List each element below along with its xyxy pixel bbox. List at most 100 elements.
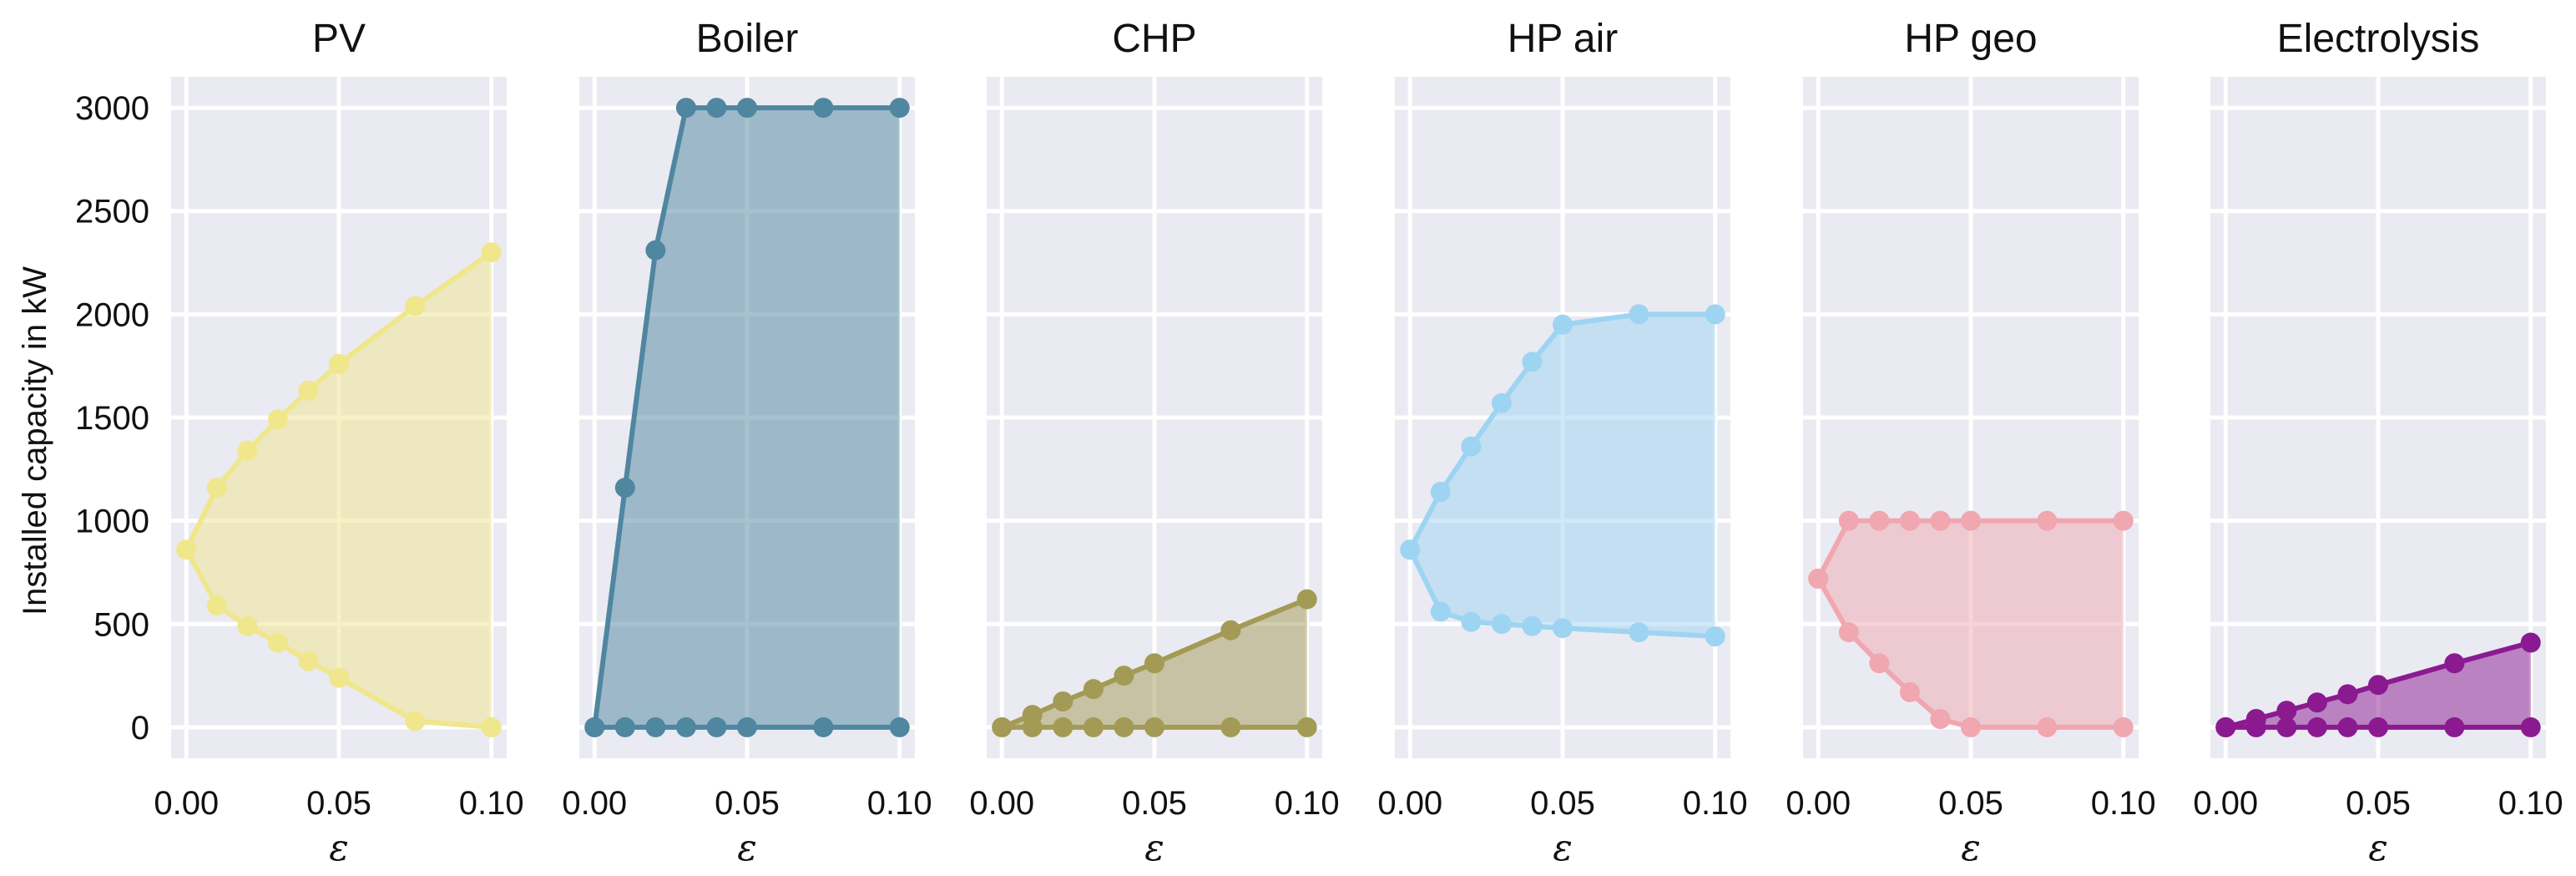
data-point-min [1400,539,1421,560]
data-point-min [889,716,910,737]
data-point-max [1491,392,1512,413]
data-point-min [1491,614,1512,635]
data-point-min [1083,716,1104,737]
data-point-min [481,716,502,737]
y-axis-label: Installed capacity in kW [17,266,53,615]
data-point-max [2037,510,2058,531]
data-point-min [1930,709,1951,730]
data-point-min [2368,716,2388,737]
x-tick-label: 0.00 [562,785,627,822]
data-point-min [1296,716,1317,737]
data-point-min [813,716,834,737]
y-tick-label: 0 [131,710,149,747]
data-point-min [1899,681,1920,702]
data-point-max [706,98,727,119]
data-point-min [2444,716,2465,737]
data-point-max [2306,692,2327,713]
data-point-min [206,595,227,616]
y-tick-label: 500 [93,606,149,643]
feasible-range-area [186,252,492,727]
data-point-max [329,353,349,374]
panel-title: PV [312,17,366,61]
data-point-max [405,296,426,316]
panel-title: Boiler [696,17,799,61]
data-point-min [267,632,288,653]
y-tick-label: 3000 [75,90,149,127]
data-point-max [1114,666,1134,686]
data-point-max [1430,482,1451,503]
x-axis-label: ε [329,827,349,869]
panel-pv: PV 0.00 0.05 0.10 ε 0 500 1000 1500 2000 2500 3000 [75,17,524,869]
data-point-max [267,409,288,430]
data-point-max [1083,679,1104,700]
panel-title: HP geo [1904,17,2037,61]
x-tick-label: 0.05 [1530,785,1595,822]
data-point-min [1114,716,1134,737]
panel-hp-air: HP air 0.00 0.05 0.10 ε [1377,17,1747,869]
data-point-max [1869,510,1890,531]
data-point-max [237,440,258,461]
x-tick-label: 0.10 [459,785,524,822]
data-point-max [1705,304,1725,325]
x-tick-label: 0.00 [154,785,219,822]
data-point-max [813,98,834,119]
data-point-max [1930,510,1951,531]
x-tick-label: 0.05 [306,785,371,822]
data-point-min [176,539,197,560]
data-point-max [645,240,666,261]
data-point-max [1053,691,1073,711]
data-point-min [645,716,666,737]
data-point-max [1220,620,1241,641]
data-point-min [584,716,605,737]
data-point-min [1461,611,1482,632]
x-tick-label: 0.00 [1786,785,1851,822]
data-point-max [1522,352,1543,372]
data-point-max [2113,510,2134,531]
x-tick-label: 0.00 [969,785,1034,822]
data-point-max [1461,436,1482,457]
x-tick-label: 0.10 [1275,785,1340,822]
panel-title: Electrolysis [2277,17,2480,61]
data-point-min [1220,716,1241,737]
data-point-max [2337,684,2358,705]
feasible-range-area [594,108,900,727]
data-point-min [2337,716,2358,737]
data-point-max [2520,632,2541,653]
panel-chp: CHP 0.00 0.05 0.10 ε [969,17,1339,869]
data-point-max [2276,701,2297,722]
data-point-min [1629,622,1649,643]
data-point-min [237,615,258,636]
data-point-min [1053,716,1073,737]
data-point-min [1144,716,1164,737]
data-point-min [614,716,635,737]
panel-title: CHP [1112,17,1196,61]
data-point-max [614,478,635,499]
data-point-min [405,711,426,732]
feasible-range-area [1410,314,1715,637]
x-tick-label: 0.10 [2498,785,2563,822]
data-point-max [1838,510,1859,531]
data-point-max [1629,304,1649,325]
data-point-min [2113,716,2134,737]
data-point-max [1144,653,1164,674]
data-point-min [1961,716,1981,737]
data-point-min [1522,615,1543,636]
y-tick-label: 2500 [75,194,149,230]
data-point-max [206,478,227,499]
data-point-min [737,716,757,737]
data-point-max [2444,653,2465,674]
x-tick-label: 0.05 [715,785,780,822]
x-axis-label: ε [1961,827,1981,869]
x-tick-label: 0.05 [1122,785,1187,822]
panel-boiler: Boiler 0.00 0.05 0.10 ε [562,17,932,869]
data-point-min [2215,716,2236,737]
data-point-min [1705,626,1725,647]
data-point-min [1808,568,1829,589]
x-tick-label: 0.10 [1683,785,1748,822]
data-point-max [737,98,757,119]
data-point-max [481,242,502,263]
x-tick-label: 0.10 [867,785,932,822]
data-point-min [706,716,727,737]
data-point-min [2306,716,2327,737]
